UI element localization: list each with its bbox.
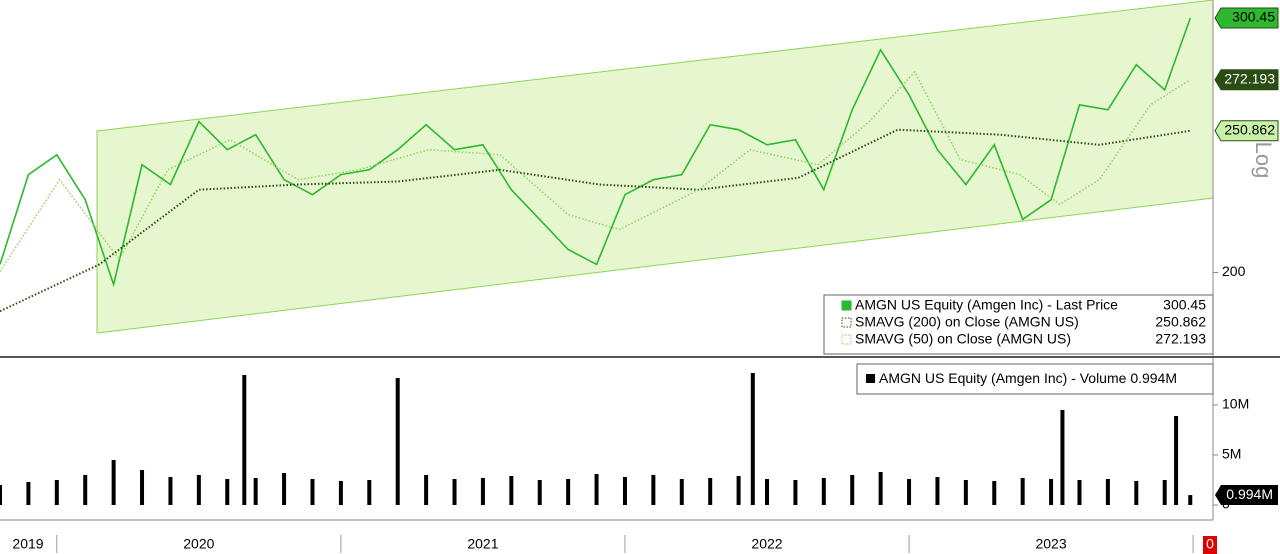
- volume-bar: [509, 476, 514, 505]
- volume-bar: [310, 479, 315, 505]
- volume-bar: [83, 475, 88, 505]
- volume-bar: [878, 472, 883, 505]
- last-value-tag: 300.45: [1214, 7, 1279, 29]
- last-value-tag: 272.193: [1214, 69, 1279, 91]
- price-line: [0, 70, 1191, 272]
- legend-label: SMAVG (50) on Close (AMGN US): [855, 331, 1071, 347]
- volume-bar: [566, 479, 571, 505]
- volume-bar: [622, 477, 627, 505]
- volume-bar: [452, 479, 457, 505]
- volume-bar: [850, 475, 855, 505]
- volume-bar: [253, 478, 258, 505]
- volume-bar: [821, 478, 826, 505]
- volume-bar: [679, 479, 684, 505]
- trend-channel: [96, 0, 1214, 334]
- log-label: Log: [1251, 142, 1276, 179]
- price-line: [0, 17, 1192, 288]
- x-tick-label: 2022: [751, 536, 782, 552]
- volume-bar: [907, 479, 912, 505]
- last-value-label: 300.45: [1232, 9, 1275, 25]
- volume-bar: [26, 482, 31, 505]
- volume-bar: [168, 477, 173, 505]
- legend-value: 0.994M: [1130, 370, 1177, 386]
- legend-marker: [841, 334, 852, 345]
- legend-name: AMGN US Equity (Amgen Inc) - Volume: [879, 370, 1127, 386]
- volume-bar: [0, 485, 2, 505]
- x-tick-label: 2019: [12, 536, 43, 552]
- volume-bar: [480, 478, 485, 505]
- cursor-label: 0: [1206, 536, 1214, 552]
- legend-label: AMGN US Equity (Amgen Inc) - Last Price: [855, 297, 1118, 313]
- volume-bar: [935, 477, 940, 505]
- volume-bar: [1077, 480, 1082, 505]
- legend-label: AMGN US Equity (Amgen Inc) - Volume 0.99…: [879, 370, 1177, 386]
- volume-bar: [651, 475, 656, 505]
- legend-marker: [841, 317, 852, 328]
- volume-bar: [54, 480, 59, 505]
- volume-bar: [793, 480, 798, 505]
- legend-value: 250.862: [1155, 314, 1206, 330]
- volume-bar: [1105, 479, 1110, 505]
- x-tick-label: 2023: [1035, 536, 1066, 552]
- y-tick-label: 5M: [1222, 446, 1241, 462]
- volume-bar: [1060, 410, 1065, 505]
- last-value-label: 250.862: [1224, 121, 1275, 137]
- legend-value: 300.45: [1163, 297, 1206, 313]
- volume-bar: [750, 373, 755, 505]
- legend-box: [856, 363, 1214, 395]
- volume-bar: [367, 480, 372, 505]
- volume-bar: [338, 481, 343, 505]
- volume-bar: [594, 474, 599, 505]
- last-value-box: [1214, 120, 1279, 142]
- volume-bar: [395, 378, 400, 505]
- legend-box: [823, 294, 1214, 355]
- y-tick-label: 200: [1222, 263, 1246, 279]
- last-value-label: 0.994M: [1226, 486, 1273, 502]
- legend-value: 272.193: [1155, 331, 1206, 347]
- last-value-box: [1214, 7, 1279, 29]
- volume-bar: [537, 480, 542, 505]
- volume-bar: [992, 481, 997, 505]
- volume-bar: [1174, 416, 1179, 505]
- x-tick-label: 2020: [183, 536, 214, 552]
- last-value-box: [1214, 69, 1279, 91]
- last-value-tag: 250.862: [1214, 120, 1279, 142]
- last-value-label: 272.193: [1224, 70, 1275, 86]
- volume-bar: [1134, 481, 1139, 505]
- y-tick-label: 10M: [1222, 396, 1249, 412]
- cursor-box: [1203, 536, 1217, 554]
- volume-bar: [765, 479, 770, 505]
- volume-bar: [196, 475, 201, 505]
- volume-bar: [242, 375, 247, 505]
- volume-bar: [111, 460, 116, 505]
- plot-area: [0, 17, 1193, 505]
- volume-bar: [225, 479, 230, 505]
- volume-bar: [736, 476, 741, 505]
- last-value-box: [1215, 485, 1278, 506]
- volume-bar: [1049, 479, 1054, 505]
- volume-bar: [424, 475, 429, 505]
- volume-bar: [1188, 495, 1193, 505]
- volume-bar: [963, 480, 968, 505]
- volume-bar: [708, 478, 713, 505]
- legend-marker: [866, 374, 875, 383]
- volume-bar: [282, 473, 287, 505]
- legend-marker: [841, 300, 852, 311]
- volume-bar: [140, 470, 145, 505]
- x-tick-label: 2021: [467, 536, 498, 552]
- volume-bar: [1020, 478, 1025, 505]
- volume-bar: [1162, 480, 1167, 505]
- legend-label: SMAVG (200) on Close (AMGN US): [855, 314, 1079, 330]
